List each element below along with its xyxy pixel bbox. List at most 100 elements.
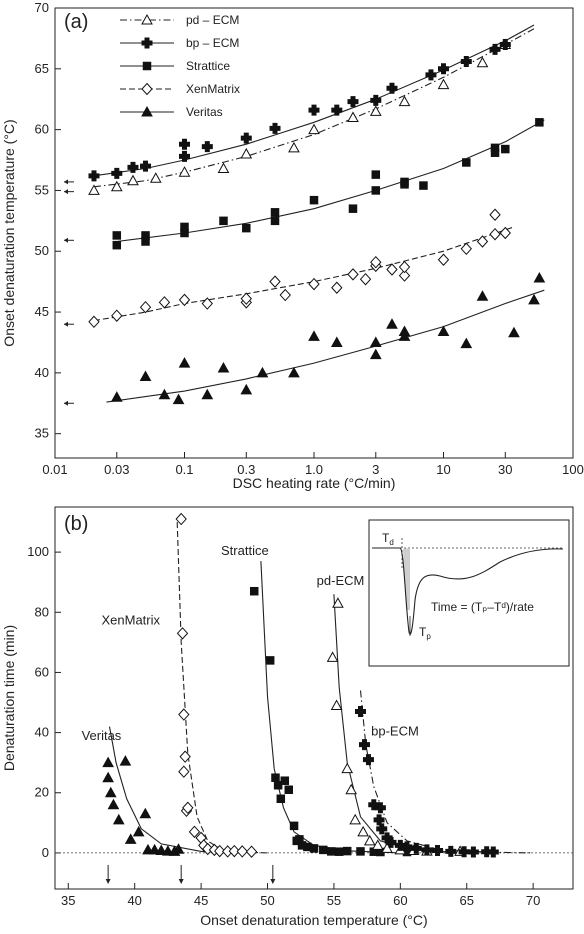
- panel-a-ticks: 0.01 0.03 0.1 0.3 1.0 3 10 30 100 35 40 45 50 55 60 65 7…: [35, 0, 584, 477]
- panel-b-point-xenmatrix: [245, 845, 258, 858]
- panel-a-point-veritas: [476, 290, 489, 301]
- panel-a-point-bp-ecm: [269, 122, 281, 134]
- panel-b-point-strattice: [309, 844, 319, 853]
- panel-a-arrows: [64, 179, 74, 406]
- panel-a-ytick-label: 50: [35, 243, 49, 258]
- panel-a-point-veritas: [386, 318, 398, 329]
- panel-a-point-bp-ecm: [111, 167, 123, 179]
- panel-b-label-pd-ecm: pd-ECM: [317, 573, 365, 588]
- legend-label-xenmatrix: XenMatrix: [186, 82, 240, 96]
- panel-b-points: [102, 512, 499, 858]
- inset-td-main: T: [382, 531, 390, 545]
- panel-a-point-veritas: [178, 357, 191, 368]
- panel-a-left-arrow-head: [64, 321, 68, 327]
- panel-a-ytick-label: 35: [35, 426, 49, 441]
- panel-b-point-xenmatrix: [214, 844, 226, 858]
- panel-a-point-xenmatrix: [269, 275, 281, 288]
- panel-a-point-veritas: [508, 326, 520, 338]
- panel-a-point-veritas: [256, 366, 269, 378]
- panel-b-point-pd-ecm: [345, 783, 358, 795]
- panel-a-point-xenmatrix: [499, 226, 511, 240]
- panel-a-point-xenmatrix: [178, 293, 191, 307]
- panel-b-label-veritas: Veritas: [82, 728, 122, 743]
- panel-a-left-arrow-head: [64, 189, 68, 195]
- panel-b-xtick-label: 60: [393, 893, 407, 908]
- panel-b-down-arrow-head: [270, 878, 276, 884]
- panel-b-point-bp-ecm: [374, 802, 386, 814]
- panel-a-point-veritas: [110, 391, 123, 402]
- panel-a-point-bp-ecm: [489, 43, 501, 55]
- panel-a-xtick-label: 0.03: [104, 462, 129, 477]
- panel-a-point-veritas: [139, 370, 152, 382]
- panel-b-label-strattice: Strattice: [221, 543, 269, 558]
- panel-b-point-pd-ecm: [326, 651, 339, 662]
- panel-b-point-bp-ecm: [467, 846, 479, 858]
- panel-b-down-arrow-head: [105, 878, 111, 884]
- panel-a-point-xenmatrix: [201, 297, 213, 310]
- panel-b-fit-veritas: [108, 726, 241, 854]
- panel-b-point-veritas: [155, 844, 168, 855]
- panel-b-point-strattice: [280, 776, 290, 785]
- panel-a-point-veritas: [217, 361, 230, 373]
- panel-b-label-bp-ecm: bp-ECM: [371, 724, 419, 739]
- panel-b-point-pd-ecm: [381, 842, 393, 853]
- panel-b-point-veritas: [104, 786, 117, 798]
- panel-a-fit-bp-ecm: [93, 24, 535, 177]
- panel-b-point-strattice: [289, 821, 299, 831]
- panel-b-point-strattice: [265, 656, 275, 665]
- panel-a-point-xenmatrix: [308, 277, 320, 291]
- panel-b-point-bp-ecm: [487, 846, 499, 858]
- panel-a-point-veritas: [369, 336, 382, 347]
- panel-a-point-bp-ecm: [331, 104, 343, 116]
- panel-a-point-pd-ecm: [369, 105, 382, 116]
- panel-a-point-xenmatrix: [279, 288, 291, 302]
- panel-a-point-xenmatrix: [398, 260, 411, 274]
- panel-b-point-pd-ecm: [349, 813, 362, 825]
- panel-a-ytick-label: 65: [35, 61, 49, 76]
- panel-a-point-strattice: [371, 186, 381, 195]
- panel-b-point-strattice: [327, 847, 336, 856]
- panel-b-series-labels: Veritas XenMatrix Strattice pd-ECM bp-ECM: [82, 543, 419, 743]
- panel-a-point-pd-ecm: [288, 141, 300, 153]
- panel-a-point-xenmatrix: [386, 263, 398, 276]
- panel-b-ytick-label: 100: [27, 544, 49, 559]
- panel-b-point-xenmatrix: [179, 750, 191, 763]
- inset-td-sub: d: [389, 538, 393, 547]
- panel-a-point-pd-ecm: [347, 111, 359, 122]
- panel-a-point-strattice: [112, 240, 122, 250]
- panel-b-point-strattice: [319, 845, 328, 855]
- panel-b-inset: Td Tp Time = (Tₚ–Tᵈ)/rate: [368, 519, 570, 667]
- panel-a-point-veritas: [201, 388, 214, 400]
- panel-a-xtick-label: 0.1: [175, 462, 193, 477]
- panel-b-point-xenmatrix: [176, 627, 189, 640]
- panel-a-point-bp-ecm: [240, 132, 252, 144]
- panel-b-point-bp-ecm: [432, 844, 444, 856]
- panel-b-point-strattice: [369, 847, 379, 856]
- inset-tp-main: T: [419, 625, 427, 639]
- panel-b-point-strattice: [271, 773, 280, 782]
- panel-a-ytick-label: 60: [35, 122, 49, 137]
- panel-b-point-veritas: [124, 833, 137, 844]
- legend-label-bp-ecm: bp – ECM: [186, 36, 239, 50]
- panel-a-point-bp-ecm: [127, 161, 139, 173]
- panel-a-point-bp-ecm: [179, 150, 190, 162]
- panel-a-point-veritas: [533, 271, 546, 283]
- panel-a-fit-veritas: [106, 289, 545, 403]
- panel-a-xtick-label: 0.3: [237, 462, 255, 477]
- panel-a-point-pd-ecm: [240, 147, 253, 159]
- panel-a-point-veritas: [158, 388, 171, 400]
- legend-marker-xenmatrix: [141, 82, 153, 96]
- panel-b-fit-bp-ecm: [359, 690, 534, 854]
- panel-b-xtick-label: 70: [526, 893, 540, 908]
- panel-a-point-strattice: [462, 158, 471, 167]
- panel-b-xtick-label: 55: [327, 893, 341, 908]
- panel-b-xtick-label: 50: [260, 893, 274, 908]
- panel-b-point-xenmatrix: [188, 825, 201, 839]
- panel-a-point-pd-ecm: [88, 184, 100, 195]
- panel-b-point-veritas: [139, 807, 152, 819]
- inset-td-label: Td: [382, 531, 394, 547]
- panel-a-point-pd-ecm: [217, 162, 230, 174]
- panel-a-point-pd-ecm: [437, 78, 450, 90]
- panel-a-point-veritas: [437, 325, 450, 337]
